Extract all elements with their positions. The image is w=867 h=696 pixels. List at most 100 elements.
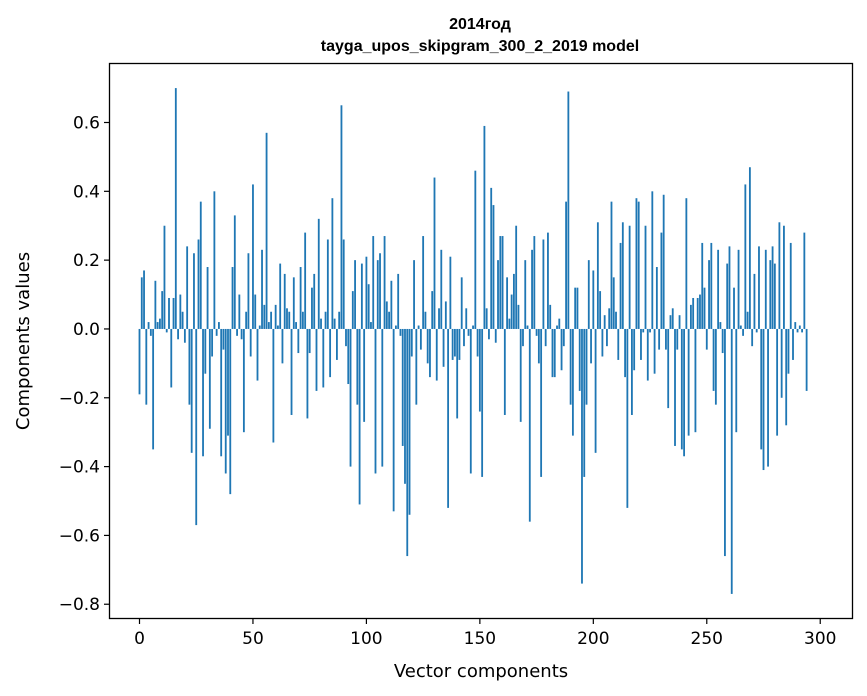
bar-94 xyxy=(352,291,354,329)
bar-12 xyxy=(166,329,168,332)
bar-103 xyxy=(372,236,374,329)
bar-287 xyxy=(790,243,792,329)
bar-74 xyxy=(307,329,309,418)
x-tick-label: 250 xyxy=(691,629,723,649)
bar-32 xyxy=(211,329,213,357)
bar-264 xyxy=(738,250,740,329)
bar-6 xyxy=(152,329,154,449)
bar-156 xyxy=(493,205,495,329)
bar-255 xyxy=(717,250,719,329)
bar-78 xyxy=(316,329,318,391)
bar-64 xyxy=(284,274,286,329)
bar-109 xyxy=(386,301,388,329)
bar-286 xyxy=(788,329,790,374)
bar-28 xyxy=(202,329,204,456)
x-tick-label: 100 xyxy=(350,629,382,649)
bar-201 xyxy=(595,329,597,453)
bar-83 xyxy=(327,239,329,328)
bar-190 xyxy=(570,329,572,405)
bar-218 xyxy=(633,329,635,370)
bar-134 xyxy=(443,329,445,367)
bar-16 xyxy=(175,88,177,329)
bar-266 xyxy=(742,329,744,336)
bar-23 xyxy=(191,329,193,453)
bar-96 xyxy=(356,329,358,405)
bar-186 xyxy=(561,329,563,370)
bar-294 xyxy=(806,329,808,391)
bar-244 xyxy=(692,298,694,329)
bar-276 xyxy=(765,250,767,329)
bar-14 xyxy=(170,329,172,388)
x-tick-label: 150 xyxy=(464,629,496,649)
bar-182 xyxy=(552,329,554,377)
bar-61 xyxy=(277,326,279,329)
bar-221 xyxy=(640,329,642,360)
bar-219 xyxy=(636,198,638,329)
bar-45 xyxy=(241,329,243,339)
bar-88 xyxy=(338,312,340,329)
bar-15 xyxy=(173,298,175,329)
bar-274 xyxy=(760,329,762,449)
bar-141 xyxy=(459,329,461,360)
bar-291 xyxy=(799,326,801,329)
bar-119 xyxy=(409,329,411,515)
bar-138 xyxy=(452,329,454,360)
bar-176 xyxy=(538,329,540,363)
bar-187 xyxy=(563,329,565,346)
bar-238 xyxy=(679,315,681,329)
bar-2 xyxy=(143,270,145,329)
bar-44 xyxy=(238,295,240,329)
y-axis-label: Components values xyxy=(13,252,34,430)
bar-223 xyxy=(645,226,647,329)
bar-52 xyxy=(257,329,259,381)
bar-104 xyxy=(375,329,377,474)
bar-157 xyxy=(495,329,497,343)
bar-222 xyxy=(642,329,644,332)
bar-253 xyxy=(713,329,715,391)
bar-284 xyxy=(783,226,785,329)
bar-251 xyxy=(708,260,710,329)
bar-53 xyxy=(259,326,261,329)
bar-59 xyxy=(272,329,274,443)
bar-158 xyxy=(497,260,499,329)
bar-148 xyxy=(474,171,476,329)
bar-4 xyxy=(148,322,150,329)
bar-272 xyxy=(756,329,758,332)
bar-146 xyxy=(470,329,472,474)
bar-159 xyxy=(499,236,501,329)
bar-169 xyxy=(522,329,524,346)
bar-36 xyxy=(220,329,222,456)
bar-239 xyxy=(681,329,683,449)
bar-164 xyxy=(511,295,513,329)
y-tick-label: −0.6 xyxy=(59,526,100,546)
bar-170 xyxy=(524,260,526,329)
bar-121 xyxy=(413,260,415,329)
y-axis-ticks: −0.8 −0.6 −0.4 −0.2 0.0 0.2 0.4 0.6 xyxy=(59,113,110,615)
bar-288 xyxy=(792,329,794,360)
bar-199 xyxy=(590,329,592,363)
bar-220 xyxy=(638,202,640,329)
bar-193 xyxy=(577,288,579,329)
bar-267 xyxy=(744,184,746,329)
bar-166 xyxy=(515,226,517,329)
bar-224 xyxy=(647,329,649,381)
bar-184 xyxy=(556,326,558,329)
y-tick-label: 0.2 xyxy=(73,251,100,271)
bar-175 xyxy=(536,329,538,336)
bar-245 xyxy=(695,329,697,432)
bar-240 xyxy=(683,329,685,456)
bar-236 xyxy=(674,329,676,446)
bar-241 xyxy=(685,198,687,329)
bar-35 xyxy=(218,322,220,329)
bar-chart: 2014год tayga_upos_skipgram_300_2_2019 m… xyxy=(0,0,867,696)
bar-20 xyxy=(184,329,186,343)
bar-125 xyxy=(422,236,424,329)
bar-133 xyxy=(440,250,442,329)
bar-292 xyxy=(801,329,803,332)
bar-174 xyxy=(533,236,535,329)
bar-210 xyxy=(615,312,617,329)
x-tick-label: 50 xyxy=(242,629,264,649)
bar-144 xyxy=(465,308,467,329)
bar-260 xyxy=(729,246,731,329)
y-tick-label: 0.0 xyxy=(73,320,100,340)
